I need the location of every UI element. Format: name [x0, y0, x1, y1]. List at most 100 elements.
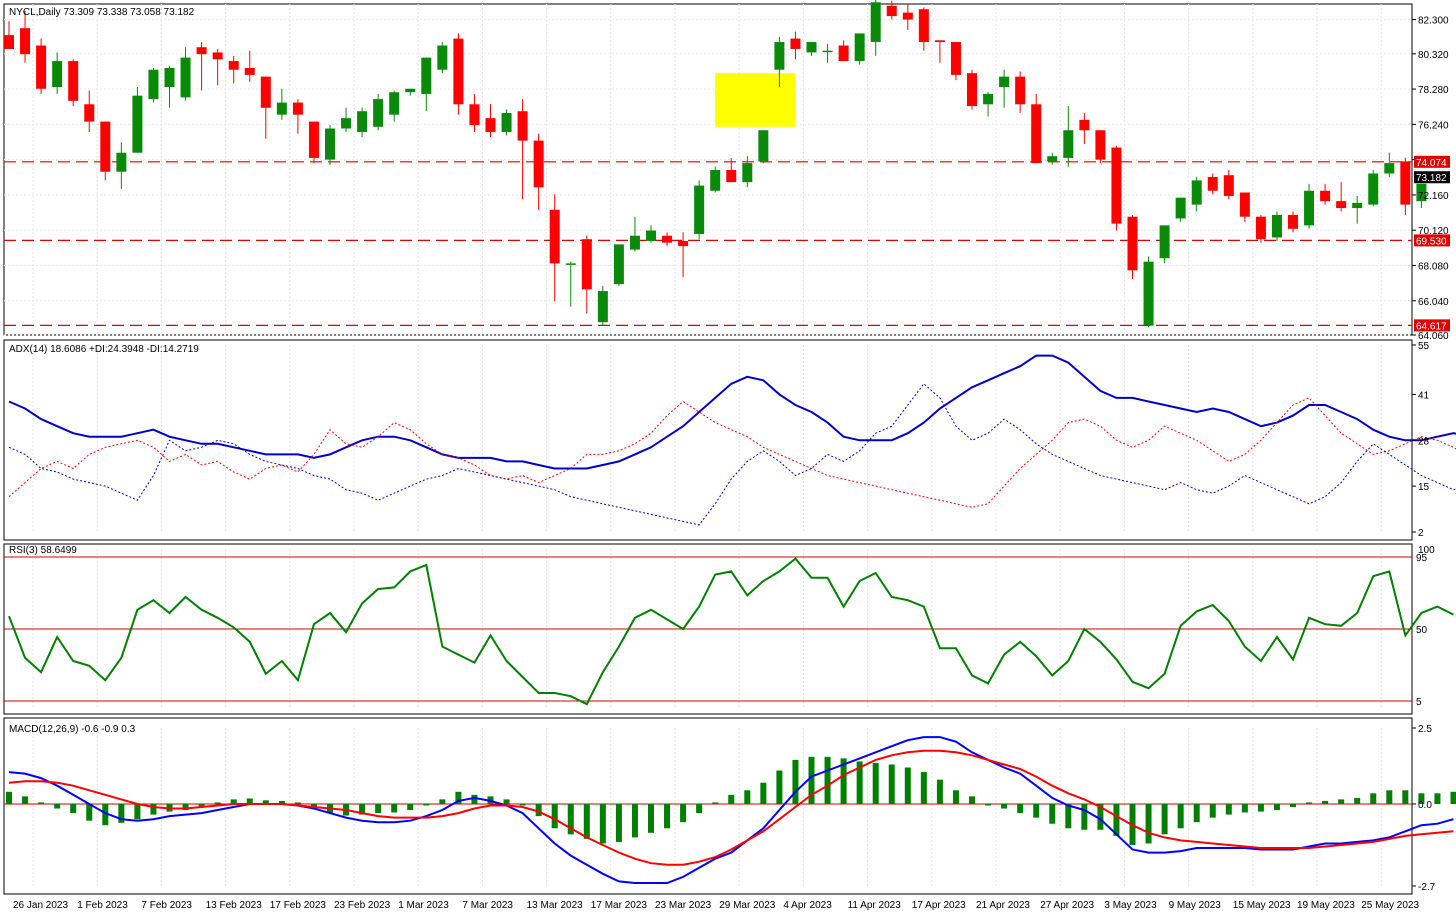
candle-body	[325, 128, 335, 160]
candle-body	[421, 57, 432, 94]
candle-body	[212, 52, 223, 60]
candle-body	[1368, 173, 1379, 205]
candle-body	[613, 244, 624, 285]
candle-body	[1288, 214, 1298, 229]
macd-histogram-bar	[86, 803, 93, 821]
macd-series-line	[8, 749, 1454, 866]
adx-series-line	[8, 397, 1456, 508]
price-panel-frame	[3, 3, 1413, 336]
macd-histogram-bar	[1001, 803, 1008, 809]
candle-body	[1063, 130, 1074, 158]
x-tick-label: 17 Mar 2023	[591, 900, 648, 911]
price-y-tick-label: 78.280	[1418, 85, 1449, 96]
x-tick-label: 29 Mar 2023	[719, 900, 776, 911]
candle-body	[902, 12, 913, 20]
macd-histogram-bar	[150, 803, 157, 815]
candle-body	[1127, 216, 1138, 271]
macd-histogram-bar	[22, 796, 29, 804]
x-tick-label: 23 Mar 2023	[655, 900, 712, 911]
macd-y-tick-label: -2.7	[1418, 882, 1436, 893]
price-y-tick-label: 72.160	[1418, 191, 1449, 202]
x-tick-label: 25 May 2023	[1361, 900, 1419, 911]
rsi-y-tick-label: 100	[1418, 545, 1435, 556]
macd-histogram-bar	[1290, 803, 1296, 807]
macd-histogram-bar	[985, 803, 992, 806]
price-title: NYCL,Daily 73.309 73.338 73.058 73.182	[9, 7, 195, 18]
macd-y-tick-label: 0.0	[1418, 800, 1432, 811]
candle-body	[180, 57, 191, 98]
macd-histogram-bar	[744, 790, 751, 804]
macd-histogram-bar	[262, 800, 269, 804]
x-tick-label: 27 Apr 2023	[1040, 900, 1094, 911]
candle-body	[437, 45, 448, 70]
macd-histogram-bar	[407, 803, 414, 811]
macd-histogram-bar	[1306, 802, 1313, 804]
adx-y-tick-label: 28	[1418, 436, 1430, 447]
price-panel	[4, 0, 1443, 328]
candle-body	[1015, 76, 1026, 105]
x-tick-label: 1 Feb 2023	[77, 900, 128, 911]
x-tick-label: 4 Apr 2023	[783, 900, 832, 911]
candle-body	[629, 235, 640, 250]
candle-body	[774, 42, 785, 70]
macd-histogram-bar	[760, 782, 767, 804]
macd-histogram-bar	[888, 764, 895, 804]
macd-histogram-bar	[1113, 803, 1120, 836]
macd-histogram-bar	[728, 794, 735, 804]
candle-body	[870, 2, 881, 43]
candle-body	[52, 61, 63, 88]
macd-histogram-bar	[615, 803, 622, 842]
macd-histogram-bar	[856, 761, 863, 804]
candle-body	[597, 291, 608, 323]
candle-body	[1271, 214, 1282, 238]
macd-histogram-bar	[134, 803, 141, 820]
price-y-tick-label: 70.120	[1418, 226, 1449, 237]
price-y-tick-label: 76.240	[1418, 120, 1449, 131]
candle-body	[20, 28, 31, 55]
macd-histogram-bar	[712, 802, 719, 804]
x-tick-label: 17 Feb 2023	[270, 900, 327, 911]
price-y-tick-label: 66.040	[1418, 297, 1449, 308]
candle-body	[646, 230, 656, 241]
candle-body	[36, 45, 47, 89]
candle-body	[196, 47, 207, 55]
candle-body	[806, 42, 817, 53]
macd-histogram-bar	[840, 758, 847, 804]
candle-body	[260, 76, 271, 108]
candle-body	[1143, 261, 1154, 326]
x-tick-label: 15 May 2023	[1233, 900, 1291, 911]
adx-series-line	[8, 383, 1456, 526]
x-tick-label: 9 May 2023	[1169, 900, 1222, 911]
macd-histogram-bar	[631, 803, 638, 838]
candle-body	[1416, 183, 1427, 202]
candle-body	[341, 118, 352, 129]
candle-body	[292, 102, 303, 115]
macd-histogram-bar	[359, 803, 366, 815]
candle-body	[694, 185, 705, 235]
highlight-zone	[715, 73, 796, 127]
candle-body	[1304, 190, 1315, 226]
macd-histogram-bar	[1081, 803, 1088, 830]
macd-histogram-bar	[936, 779, 943, 804]
macd-histogram-bar	[792, 759, 799, 804]
x-tick-label: 13 Mar 2023	[527, 900, 584, 911]
x-tick-label: 13 Feb 2023	[206, 900, 263, 911]
candle-body	[918, 9, 929, 43]
candle-body	[1255, 216, 1266, 240]
price-level-label: 64.617	[1416, 321, 1447, 332]
candle-body	[1111, 147, 1122, 224]
candle-body	[967, 73, 977, 107]
candle-body	[1095, 130, 1106, 160]
macd-histogram-bar	[535, 803, 542, 817]
price-level-label: 69.530	[1416, 236, 1447, 247]
price-y-tick-label: 68.080	[1418, 261, 1449, 272]
macd-histogram-bar	[1386, 790, 1393, 804]
macd-histogram-bar	[198, 803, 205, 807]
candle-body	[501, 112, 512, 132]
macd-histogram-bar	[664, 803, 671, 829]
macd-histogram-bar	[1225, 803, 1232, 815]
macd-histogram-bar	[1354, 797, 1361, 804]
macd-histogram-bar	[824, 756, 831, 804]
macd-histogram-bar	[648, 803, 654, 833]
candle-body	[1352, 202, 1363, 209]
